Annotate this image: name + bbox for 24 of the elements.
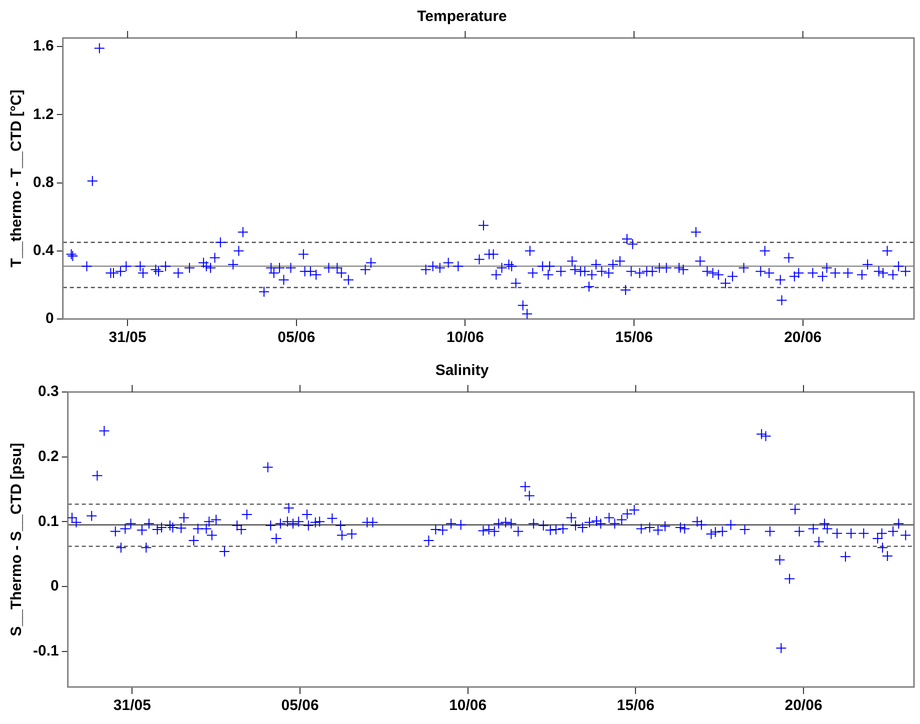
y-tick-label: 0.1 [38,512,59,530]
chart-title: Temperature [417,8,507,26]
y-tick-label: 0.2 [38,448,59,465]
x-tick-label: 15/06 [615,329,653,346]
x-tick-label: 20/06 [784,697,822,714]
y-tick-label: 0.8 [32,174,54,191]
y-tick-label: 0.4 [32,242,54,260]
y-tick-label: 1.6 [32,38,54,55]
x-tick-label: 10/06 [446,329,484,346]
chart-title: Salinity [435,362,490,380]
y-axis-title: S__Thermo - S__CTD [psu] [8,442,26,636]
y-tick-label: 0 [50,578,59,595]
x-tick-label: 10/06 [449,697,487,714]
y-tick-label: 1.2 [32,106,54,123]
y-tick-label: -0.1 [32,642,59,660]
x-tick-label: 31/05 [113,697,151,714]
y-tick-label: 0.3 [38,383,59,400]
y-axis-title: T__thermo - T__CTD [°C] [8,90,26,268]
x-tick-label: 15/06 [616,697,654,714]
x-tick-label: 05/06 [278,329,316,346]
x-tick-label: 31/05 [108,329,146,346]
y-tick-label: 0 [46,310,54,328]
x-tick-label: 20/06 [784,329,822,346]
x-tick-label: 05/06 [281,697,319,714]
